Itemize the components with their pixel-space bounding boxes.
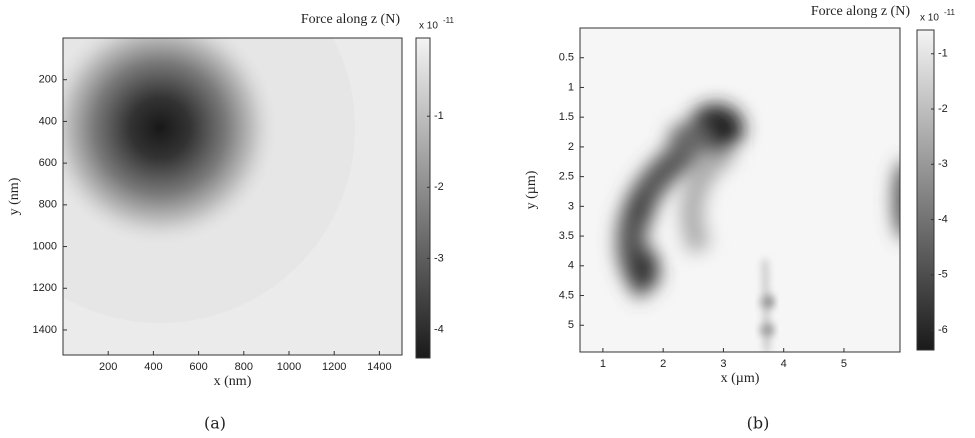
x-tick-label: 600 bbox=[189, 361, 207, 373]
x-tick-label: 1200 bbox=[322, 361, 346, 373]
caption: (a) bbox=[204, 414, 226, 433]
colorbar-tick-label: -4 bbox=[434, 323, 444, 335]
colorbar-tick-label: -2 bbox=[434, 181, 444, 193]
y-tick-label: 200 bbox=[39, 74, 57, 86]
y-tick-label: 2.5 bbox=[559, 171, 574, 183]
y-tick-label: 1 bbox=[568, 81, 574, 93]
x-tick-label: 800 bbox=[235, 361, 253, 373]
colorbar-multiplier: x 10 bbox=[419, 21, 438, 32]
x-axis-label: x (nm) bbox=[214, 374, 252, 389]
x-tick-label: 1000 bbox=[277, 361, 301, 373]
heatmap-image bbox=[63, 38, 402, 355]
colorbar-tick-label: -2 bbox=[938, 103, 948, 115]
y-tick-label: 3 bbox=[568, 200, 574, 212]
colorbar-tick-label: -6 bbox=[938, 324, 948, 336]
chart-title: Force along z (N) bbox=[811, 4, 910, 19]
colorbar-multiplier: x 10 bbox=[920, 13, 939, 24]
x-tick-label: 200 bbox=[99, 361, 117, 373]
x-tick-label: 3 bbox=[720, 358, 726, 370]
heatmap-image bbox=[580, 28, 900, 352]
x-tick-label: 400 bbox=[144, 361, 162, 373]
y-tick-label: 1200 bbox=[33, 282, 57, 294]
colorbar bbox=[916, 29, 935, 351]
colorbar bbox=[415, 37, 431, 359]
y-axis-label: y (µm) bbox=[524, 170, 539, 209]
caption: (b) bbox=[747, 414, 770, 433]
y-tick-label: 1000 bbox=[33, 240, 57, 252]
colorbar-exponent: -11 bbox=[944, 8, 956, 17]
chart-title: Force along z (N) bbox=[301, 12, 400, 27]
colorbar-tick-label: -4 bbox=[938, 213, 948, 225]
x-tick-label: 2 bbox=[660, 358, 666, 370]
colorbar-tick-label: -5 bbox=[938, 269, 948, 281]
colorbar-tick-label: -3 bbox=[938, 158, 948, 170]
colorbar-exponent: -11 bbox=[443, 16, 455, 25]
y-tick-label: 0.5 bbox=[559, 52, 574, 64]
x-tick-label: 1400 bbox=[367, 361, 391, 373]
x-tick-label: 4 bbox=[781, 358, 787, 370]
colorbar-tick-label: -1 bbox=[434, 110, 444, 122]
y-axis-label: y (nm) bbox=[7, 177, 22, 215]
y-tick-label: 1.5 bbox=[559, 111, 574, 123]
y-tick-label: 400 bbox=[39, 115, 57, 127]
y-tick-label: 800 bbox=[39, 199, 57, 211]
plot-frame bbox=[579, 27, 901, 353]
y-tick-label: 1400 bbox=[33, 324, 57, 336]
y-tick-label: 4.5 bbox=[559, 289, 574, 301]
plot-frame bbox=[62, 37, 403, 356]
y-tick-label: 3.5 bbox=[559, 230, 574, 242]
y-tick-label: 2 bbox=[568, 141, 574, 153]
x-tick-label: 1 bbox=[600, 358, 606, 370]
colorbar-tick-label: -3 bbox=[434, 252, 444, 264]
y-tick-label: 4 bbox=[568, 260, 574, 272]
y-tick-label: 600 bbox=[39, 157, 57, 169]
x-tick-label: 5 bbox=[841, 358, 847, 370]
x-axis-label: x (µm) bbox=[721, 371, 760, 386]
colorbar-tick-label: -1 bbox=[938, 48, 948, 60]
y-tick-label: 5 bbox=[568, 319, 574, 331]
